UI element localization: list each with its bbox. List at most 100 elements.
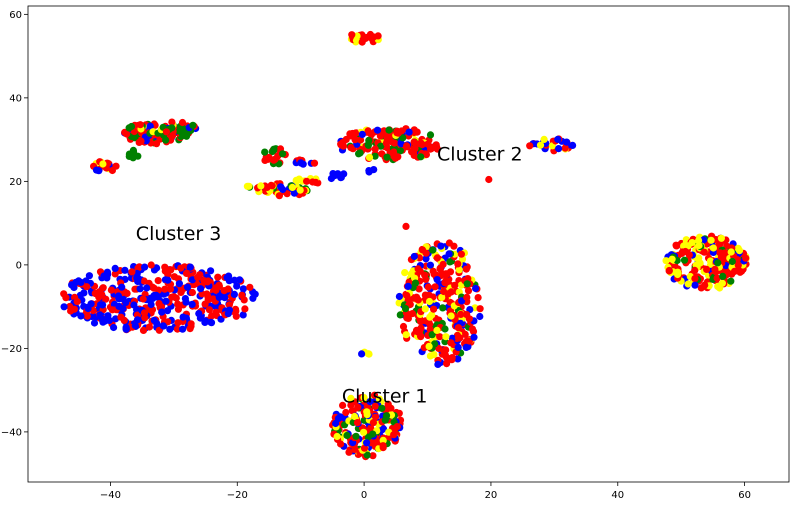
scatter-point <box>367 424 375 432</box>
scatter-point <box>161 267 169 275</box>
scatter-point <box>379 425 388 433</box>
scatter-point <box>421 305 429 313</box>
x-axis: −40 −20 0 20 40 60 <box>100 482 751 501</box>
scatter-point <box>377 142 385 150</box>
scatter-point <box>447 288 455 296</box>
scatter-point <box>348 129 357 138</box>
scatter-point <box>363 408 371 416</box>
scatter-point <box>174 319 182 327</box>
scatter-point <box>697 284 705 292</box>
scatter-point <box>417 153 425 161</box>
scatter-point <box>426 313 434 321</box>
scatter-point <box>111 264 119 272</box>
scatter-point <box>162 297 170 305</box>
scatter-point <box>108 166 116 175</box>
scatter-point <box>140 277 148 285</box>
scatter-point <box>672 242 681 250</box>
scatter-point <box>333 432 341 441</box>
scatter-point <box>105 316 113 324</box>
scatter-point <box>257 182 265 190</box>
scatter-point <box>135 138 143 146</box>
scatter-point <box>378 150 386 158</box>
y-tick-label: 40 <box>9 93 22 104</box>
scatter-point <box>395 292 403 301</box>
scatter-point <box>179 313 187 321</box>
scatter-point <box>703 265 711 273</box>
scatter-point <box>405 128 413 136</box>
scatter-point <box>369 419 377 427</box>
scatter-point <box>166 285 175 293</box>
scatter-point <box>196 271 204 279</box>
scatter-point <box>691 266 699 274</box>
scatter-point <box>70 305 78 313</box>
scatter-point <box>146 122 154 130</box>
plot-area <box>27 5 790 483</box>
scatter-point <box>365 350 373 358</box>
scatter-point <box>371 413 380 421</box>
scatter-point <box>177 127 185 136</box>
scatter-point <box>431 340 439 348</box>
scatter-point <box>125 124 133 132</box>
scatter-point <box>351 136 359 144</box>
scatter-point <box>83 283 91 291</box>
scatter-point <box>463 280 471 288</box>
scatter-point <box>355 150 363 158</box>
scatter-point <box>103 274 111 282</box>
scatter-point <box>102 295 110 303</box>
scatter-point <box>135 263 143 271</box>
y-axis: −40 −20 0 20 40 60 <box>1 10 28 438</box>
scatter-point <box>168 118 176 126</box>
scatter-point <box>182 269 191 277</box>
scatter-point <box>221 294 229 302</box>
scatter-point <box>145 323 154 331</box>
scatter-point <box>454 355 462 363</box>
scatter-point <box>464 287 473 295</box>
scatter-point <box>365 167 373 175</box>
scatter-point <box>447 312 455 320</box>
scatter-point <box>352 432 360 440</box>
scatter-point <box>141 263 149 271</box>
scatter-point <box>390 431 398 439</box>
scatter-point <box>251 290 259 298</box>
scatter-point <box>179 325 187 333</box>
scatter-point <box>364 127 372 135</box>
scatter-point <box>430 305 438 313</box>
scatter-point <box>175 280 183 288</box>
scatter-point <box>212 308 220 316</box>
scatter-point <box>334 170 342 178</box>
scatter-point <box>357 136 365 144</box>
scatter-point <box>92 166 101 174</box>
y-tick-label: 0 <box>16 260 22 271</box>
scatter-point <box>472 284 480 293</box>
scatter-point <box>224 310 232 318</box>
scatter-point <box>96 288 104 296</box>
scatter-point <box>431 283 439 291</box>
scatter-point <box>182 298 190 306</box>
scatter-point <box>410 252 418 261</box>
scatter-point <box>178 118 187 127</box>
scatter-point <box>360 394 368 402</box>
scatter-point <box>684 280 692 288</box>
scatter-point <box>404 282 412 290</box>
scatter-point <box>711 265 719 273</box>
scatter-point <box>439 260 447 268</box>
scatter-point <box>414 296 422 304</box>
scatter-point <box>424 283 432 291</box>
scatter-point <box>268 182 276 190</box>
scatter-point <box>674 270 682 279</box>
scatter-point <box>680 256 689 264</box>
scatter-point <box>476 312 484 321</box>
scatter-point <box>270 145 278 153</box>
x-tick-label: 20 <box>485 490 498 501</box>
scatter-point <box>358 130 366 138</box>
scatter-point <box>458 297 466 305</box>
annotations: Cluster 1 Cluster 2 Cluster 3 <box>136 143 523 407</box>
scatter-point <box>428 331 436 339</box>
scatter-point <box>159 322 167 330</box>
scatter-point <box>366 30 374 39</box>
scatter-point <box>717 234 726 242</box>
scatter-point <box>455 266 463 274</box>
scatter-point <box>379 442 387 450</box>
scatter-point <box>365 153 374 161</box>
